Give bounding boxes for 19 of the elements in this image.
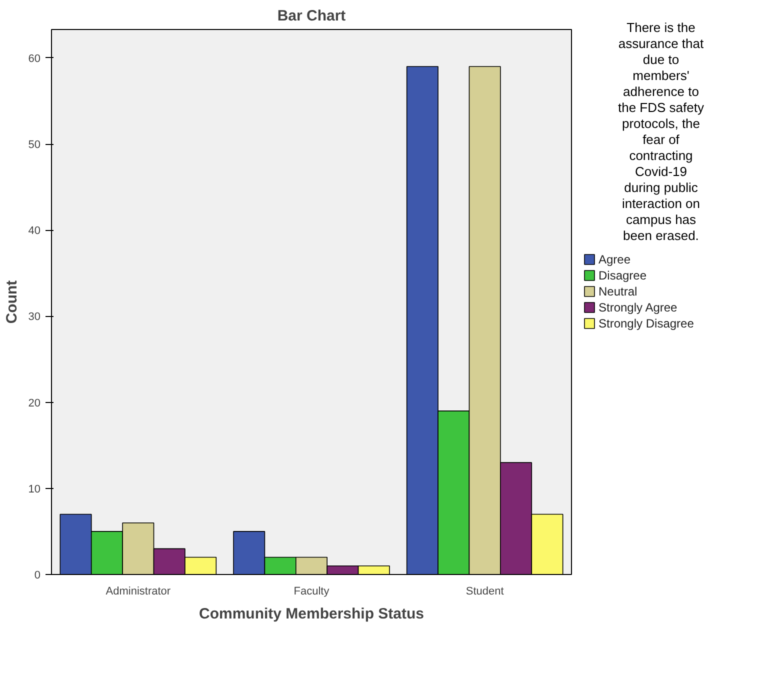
y-tick-label: 20 xyxy=(28,397,41,410)
y-tick-label: 40 xyxy=(28,225,41,238)
text: There is the assurance that due to members' adherence to the FDS safety protocols, the fear of contracting Covid-19 during public interaction on campus has been erased. xyxy=(618,20,704,243)
x-axis-title: Community Membership Status xyxy=(198,606,424,622)
y-tick-label: 50 xyxy=(28,139,41,152)
x-tick-label: Administrator xyxy=(106,586,171,598)
y-axis-title: Count xyxy=(3,280,20,324)
x-tick-label: Student xyxy=(466,586,504,598)
chart-title: Bar Chart xyxy=(277,8,346,24)
legend-label: Strongly Agree xyxy=(598,300,678,314)
legend-label: Disagree xyxy=(598,268,647,282)
legend-label: Agree xyxy=(598,252,631,266)
legend-label: Strongly Disagree xyxy=(598,316,694,330)
legend-label: Neutral xyxy=(598,284,638,298)
y-tick-label: 60 xyxy=(28,52,41,65)
y-tick-label: 0 xyxy=(34,570,41,582)
y-tick-label: 30 xyxy=(28,311,41,324)
x-tick-label: Faculty xyxy=(294,586,330,598)
y-tick-label: 10 xyxy=(28,483,41,496)
